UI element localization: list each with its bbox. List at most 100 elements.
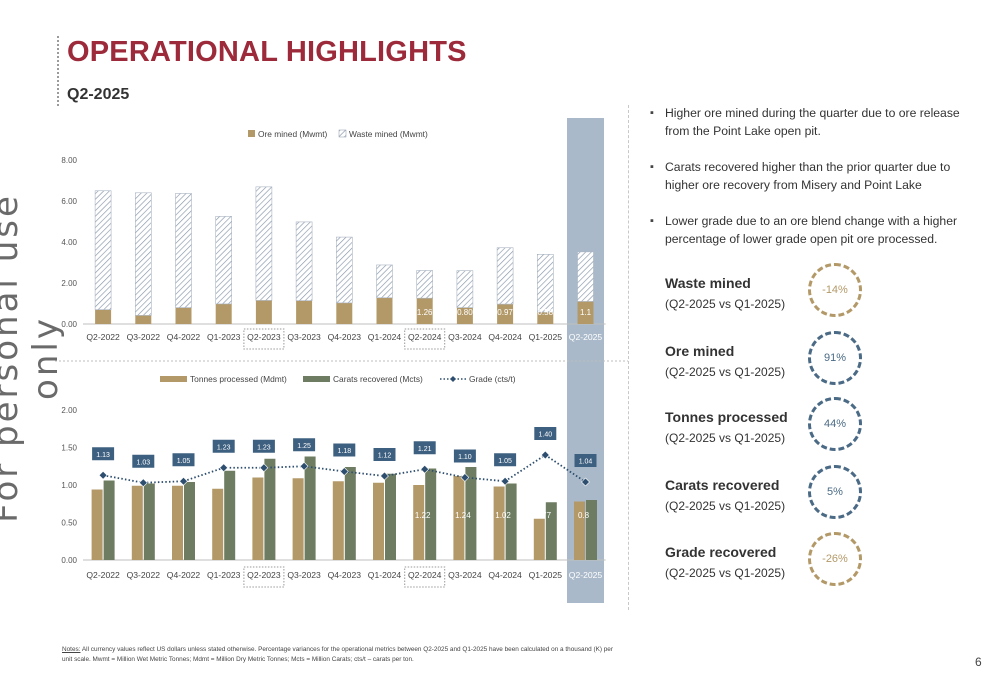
data-label-ore: 0.97 bbox=[497, 308, 513, 317]
grade-data-label: 1.12 bbox=[378, 453, 392, 460]
bar-carats-recovered bbox=[465, 467, 477, 560]
bar-tonnes-processed bbox=[131, 485, 143, 560]
data-label-carats: 0.77 bbox=[536, 511, 552, 520]
data-label-ore: 1.1 bbox=[580, 308, 592, 317]
bar-waste-mined bbox=[94, 190, 112, 310]
bullet-item: Higher ore mined during the quarter due … bbox=[650, 104, 980, 140]
x-tick-label: Q4-2023 bbox=[328, 570, 362, 580]
bar-ore-mined bbox=[416, 298, 433, 324]
grade-label-box bbox=[92, 447, 115, 461]
y-tick-label: 0.00 bbox=[61, 320, 77, 329]
legend-label-ore: Ore mined (Mwmt) bbox=[258, 129, 328, 139]
grade-label-box bbox=[212, 439, 235, 453]
y-tick-label: 0.50 bbox=[61, 519, 77, 528]
bar-waste-mined bbox=[215, 216, 232, 305]
bar-waste-mined bbox=[577, 251, 594, 302]
y-tick-label: 1.50 bbox=[61, 444, 77, 453]
metric-comparison: (Q2-2025 vs Q1-2025) bbox=[665, 431, 786, 445]
grade-marker bbox=[500, 476, 510, 486]
grade-marker bbox=[540, 450, 550, 460]
bar-tonnes-processed bbox=[91, 489, 103, 560]
bar-tonnes-processed bbox=[292, 478, 304, 560]
bar-ore-mined bbox=[135, 315, 152, 324]
bar-tonnes-processed bbox=[332, 481, 344, 560]
metric-name: Tonnes processed bbox=[665, 409, 788, 425]
x-tick-label: Q4-2022 bbox=[167, 332, 201, 342]
data-label-ore: 0.80 bbox=[457, 308, 473, 317]
x-tick-label: Q1-2025 bbox=[529, 332, 563, 342]
grade-data-label: 1.05 bbox=[177, 458, 191, 465]
metric-carats-recovered: Carats recovered (Q2-2025 vs Q1-2025) 5% bbox=[665, 465, 985, 537]
bar-waste-mined bbox=[496, 247, 514, 305]
grade-marker bbox=[581, 477, 590, 487]
legend-label-tonnes: Tonnes processed (Mdmt) bbox=[190, 374, 287, 384]
metric-variance-badge: -14% bbox=[808, 263, 862, 317]
metric-name: Waste mined bbox=[665, 275, 751, 291]
bar-ore-mined bbox=[376, 297, 393, 324]
y-tick-label: 0.00 bbox=[61, 556, 77, 565]
y-tick-label: 6.00 bbox=[61, 197, 77, 206]
x-tick-label: Q1-2023 bbox=[207, 332, 241, 342]
grade-marker bbox=[339, 467, 349, 476]
notes-label: Notes: bbox=[62, 646, 81, 653]
x-tick-label: Q1-2023 bbox=[207, 570, 241, 580]
bar-ore-mined bbox=[577, 301, 594, 324]
bar-carats-recovered bbox=[264, 458, 276, 560]
grade-label-box bbox=[574, 454, 597, 467]
grade-data-label: 1.40 bbox=[538, 432, 552, 439]
grade-label-box bbox=[252, 439, 275, 453]
legend-marker-grade bbox=[450, 376, 456, 382]
bar-tonnes-processed bbox=[453, 476, 465, 560]
bar-ore-mined bbox=[255, 300, 272, 324]
bar-waste-mined bbox=[255, 186, 273, 301]
metric-comparison: (Q2-2025 vs Q1-2025) bbox=[665, 566, 786, 580]
data-label-carats: 0.8 bbox=[578, 511, 590, 520]
metric-comparison: (Q2-2025 vs Q1-2025) bbox=[665, 499, 786, 513]
grade-marker bbox=[299, 461, 309, 471]
grade-data-label: 1.18 bbox=[337, 448, 351, 455]
x-tick-label: Q2-2025 bbox=[569, 332, 603, 342]
y-tick-label: 2.00 bbox=[61, 406, 77, 415]
grade-data-label: 1.23 bbox=[257, 444, 271, 451]
metric-tonnes-processed: Tonnes processed (Q2-2025 vs Q1-2025) 44… bbox=[665, 397, 985, 469]
bar-tonnes-processed bbox=[373, 482, 384, 560]
metric-name: Ore mined bbox=[665, 343, 735, 359]
x-tick-label: Q1-2025 bbox=[529, 570, 563, 580]
bar-ore-mined bbox=[336, 302, 353, 324]
grade-label-box bbox=[373, 448, 396, 461]
x-tick-label: Q2-2022 bbox=[86, 332, 120, 342]
metric-variance-badge: 44% bbox=[808, 397, 862, 451]
x-tick-label: Q1-2024 bbox=[368, 570, 402, 580]
grade-label-box bbox=[494, 453, 517, 467]
grade-data-label: 1.04 bbox=[579, 459, 593, 466]
bullet-item: Lower grade due to an ore blend change w… bbox=[650, 212, 980, 248]
bar-ore-mined bbox=[497, 304, 514, 324]
x-tick-label: Q3-2023 bbox=[287, 570, 321, 580]
grade-marker bbox=[460, 473, 470, 482]
metric-variance-badge: 91% bbox=[808, 331, 862, 385]
x-tick-label: Q2-2022 bbox=[86, 570, 120, 580]
legend-swatch-waste bbox=[338, 129, 347, 138]
y-tick-label: 1.00 bbox=[61, 481, 77, 490]
metric-grade-recovered: Grade recovered (Q2-2025 vs Q1-2025) -26… bbox=[665, 532, 985, 604]
x-tick-label: Q4-2022 bbox=[167, 570, 201, 580]
grade-data-label: 1.05 bbox=[498, 458, 512, 465]
bullet-item: Carats recovered higher than the prior q… bbox=[650, 158, 980, 194]
bar-tonnes-processed bbox=[574, 501, 585, 560]
metric-waste-mined: Waste mined (Q2-2025 vs Q1-2025) -14% bbox=[665, 263, 985, 335]
y-tick-label: 8.00 bbox=[61, 156, 77, 165]
highlights-list: Higher ore mined during the quarter due … bbox=[650, 104, 980, 266]
bar-tonnes-processed bbox=[493, 486, 505, 560]
x-tick-label: Q4-2023 bbox=[328, 332, 362, 342]
grade-label-box bbox=[293, 438, 316, 452]
bar-ore-mined bbox=[456, 307, 473, 324]
bar-ore-mined bbox=[296, 300, 313, 324]
bar-carats-recovered bbox=[425, 468, 437, 560]
grade-label-box bbox=[453, 449, 476, 463]
bar-waste-mined bbox=[456, 270, 474, 308]
bar-carats-recovered bbox=[143, 483, 155, 560]
grade-label-box bbox=[333, 443, 356, 457]
x-tick-label: Q3-2024 bbox=[448, 332, 482, 342]
bar-carats-recovered bbox=[304, 456, 316, 560]
bar-tonnes-processed bbox=[212, 488, 224, 560]
